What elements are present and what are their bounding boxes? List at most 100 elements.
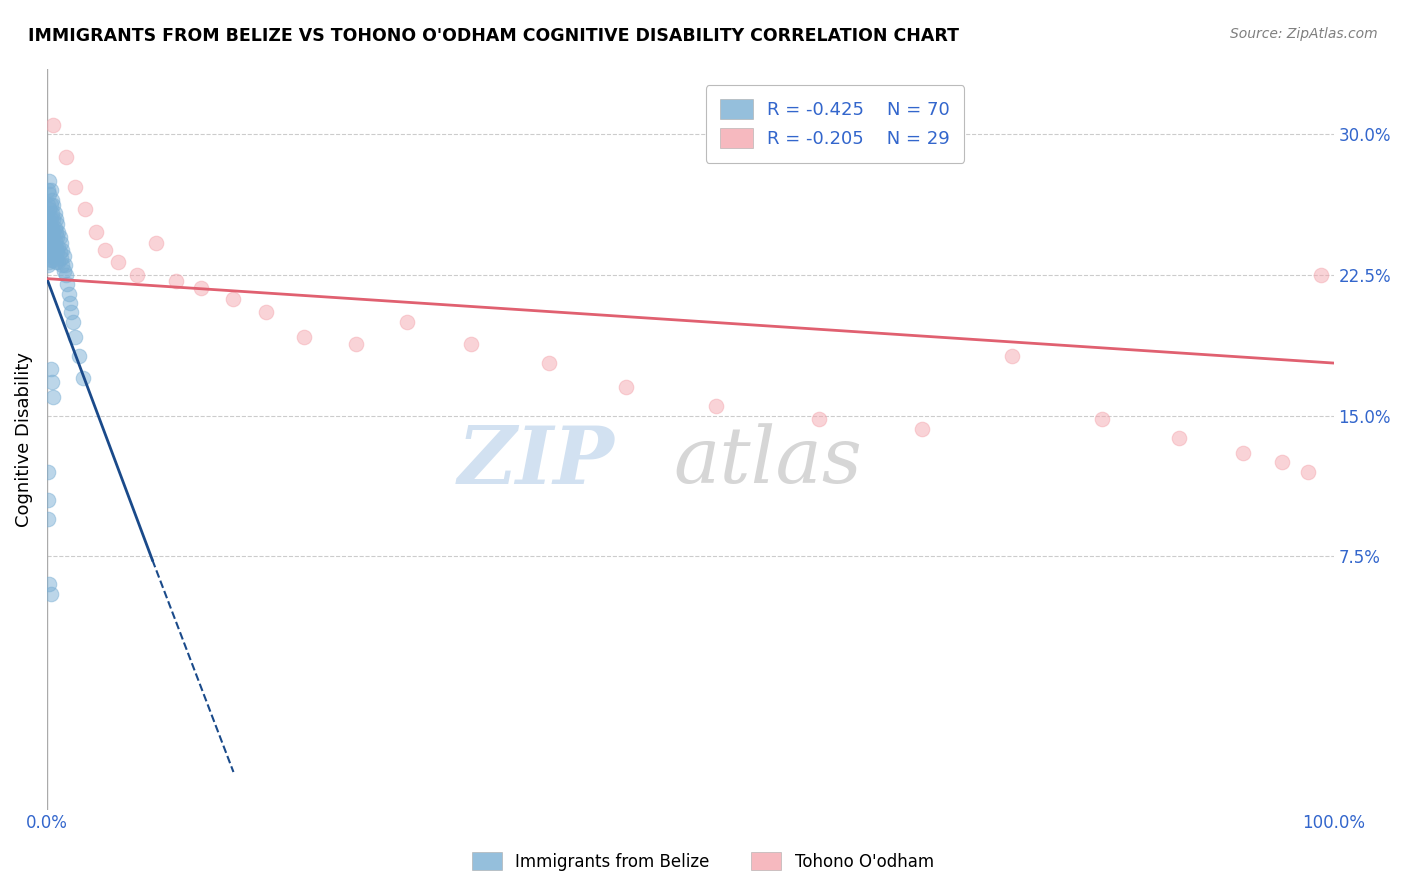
Y-axis label: Cognitive Disability: Cognitive Disability: [15, 351, 32, 526]
Point: [39, 225, 62, 239]
Legend: Immigrants from Belize, Tohono O'odham: Immigrants from Belize, Tohono O'odham: [464, 844, 942, 880]
Point: [49, 245, 72, 260]
Point: [59, 296, 82, 310]
Point: [58, 286, 80, 301]
Point: [1091, 412, 1114, 426]
Point: [41, 193, 63, 207]
Point: [38, 254, 60, 268]
Point: [49, 251, 72, 265]
Point: [37, 225, 59, 239]
Point: [37, 465, 59, 479]
Text: atlas: atlas: [673, 423, 862, 500]
Point: [45, 225, 67, 239]
Point: [45, 240, 67, 254]
Point: [41, 206, 63, 220]
Point: [51, 259, 73, 273]
Point: [42, 252, 65, 267]
Point: [42, 240, 65, 254]
Point: [94, 244, 117, 258]
Point: [37, 259, 59, 273]
Point: [63, 179, 86, 194]
Point: [41, 375, 63, 389]
Point: [37, 244, 59, 258]
Point: [1309, 268, 1331, 282]
Point: [37, 198, 59, 212]
Point: [39, 240, 62, 254]
Point: [1296, 465, 1319, 479]
Point: [39, 198, 62, 212]
Point: [53, 259, 76, 273]
Point: [84, 225, 107, 239]
Point: [42, 211, 65, 226]
Point: [39, 361, 62, 376]
Point: [49, 235, 72, 250]
Point: [42, 118, 65, 132]
Point: [37, 184, 59, 198]
Point: [75, 202, 97, 217]
Point: [38, 577, 60, 591]
Point: [190, 281, 212, 295]
Point: [1232, 446, 1254, 460]
Point: [460, 337, 482, 351]
Point: [39, 587, 62, 601]
Point: [396, 315, 419, 329]
Point: [1168, 431, 1191, 445]
Point: [38, 187, 60, 202]
Point: [1001, 349, 1024, 363]
Point: [704, 399, 727, 413]
Point: [49, 230, 72, 244]
Point: [1271, 455, 1294, 469]
Legend: R = -0.425    N = 70, R = -0.205    N = 29: R = -0.425 N = 70, R = -0.205 N = 29: [706, 85, 965, 162]
Point: [42, 225, 65, 239]
Point: [37, 235, 59, 250]
Point: [38, 174, 60, 188]
Point: [807, 412, 830, 426]
Text: Source: ZipAtlas.com: Source: ZipAtlas.com: [1230, 27, 1378, 41]
Point: [38, 217, 60, 231]
Point: [39, 211, 62, 226]
Point: [39, 252, 62, 267]
Point: [45, 254, 67, 268]
Point: [165, 273, 187, 287]
Point: [62, 315, 84, 329]
Point: [38, 202, 60, 217]
Point: [107, 254, 129, 268]
Point: [48, 240, 70, 254]
Point: [145, 235, 167, 250]
Point: [37, 211, 59, 226]
Point: [63, 330, 86, 344]
Point: [41, 221, 63, 235]
Point: [41, 234, 63, 248]
Point: [254, 305, 277, 319]
Point: [222, 293, 245, 307]
Point: [55, 150, 77, 164]
Point: [45, 211, 67, 226]
Point: [72, 371, 94, 385]
Point: [46, 217, 69, 231]
Point: [44, 221, 66, 235]
Point: [537, 356, 560, 370]
Point: [614, 380, 637, 394]
Text: IMMIGRANTS FROM BELIZE VS TOHONO O'ODHAM COGNITIVE DISABILITY CORRELATION CHART: IMMIGRANTS FROM BELIZE VS TOHONO O'ODHAM…: [28, 27, 959, 45]
Point: [44, 206, 66, 220]
Point: [46, 245, 69, 260]
Point: [52, 249, 75, 263]
Point: [39, 184, 62, 198]
Point: [42, 390, 65, 404]
Point: [37, 512, 59, 526]
Point: [55, 268, 77, 282]
Point: [51, 244, 73, 258]
Point: [911, 422, 934, 436]
Point: [60, 305, 83, 319]
Point: [344, 337, 367, 351]
Point: [56, 277, 79, 292]
Point: [42, 198, 65, 212]
Point: [48, 254, 70, 268]
Point: [125, 268, 148, 282]
Point: [38, 228, 60, 243]
Text: ZIP: ZIP: [457, 423, 614, 500]
Point: [67, 349, 90, 363]
Point: [44, 234, 66, 248]
Point: [38, 244, 60, 258]
Point: [292, 330, 315, 344]
